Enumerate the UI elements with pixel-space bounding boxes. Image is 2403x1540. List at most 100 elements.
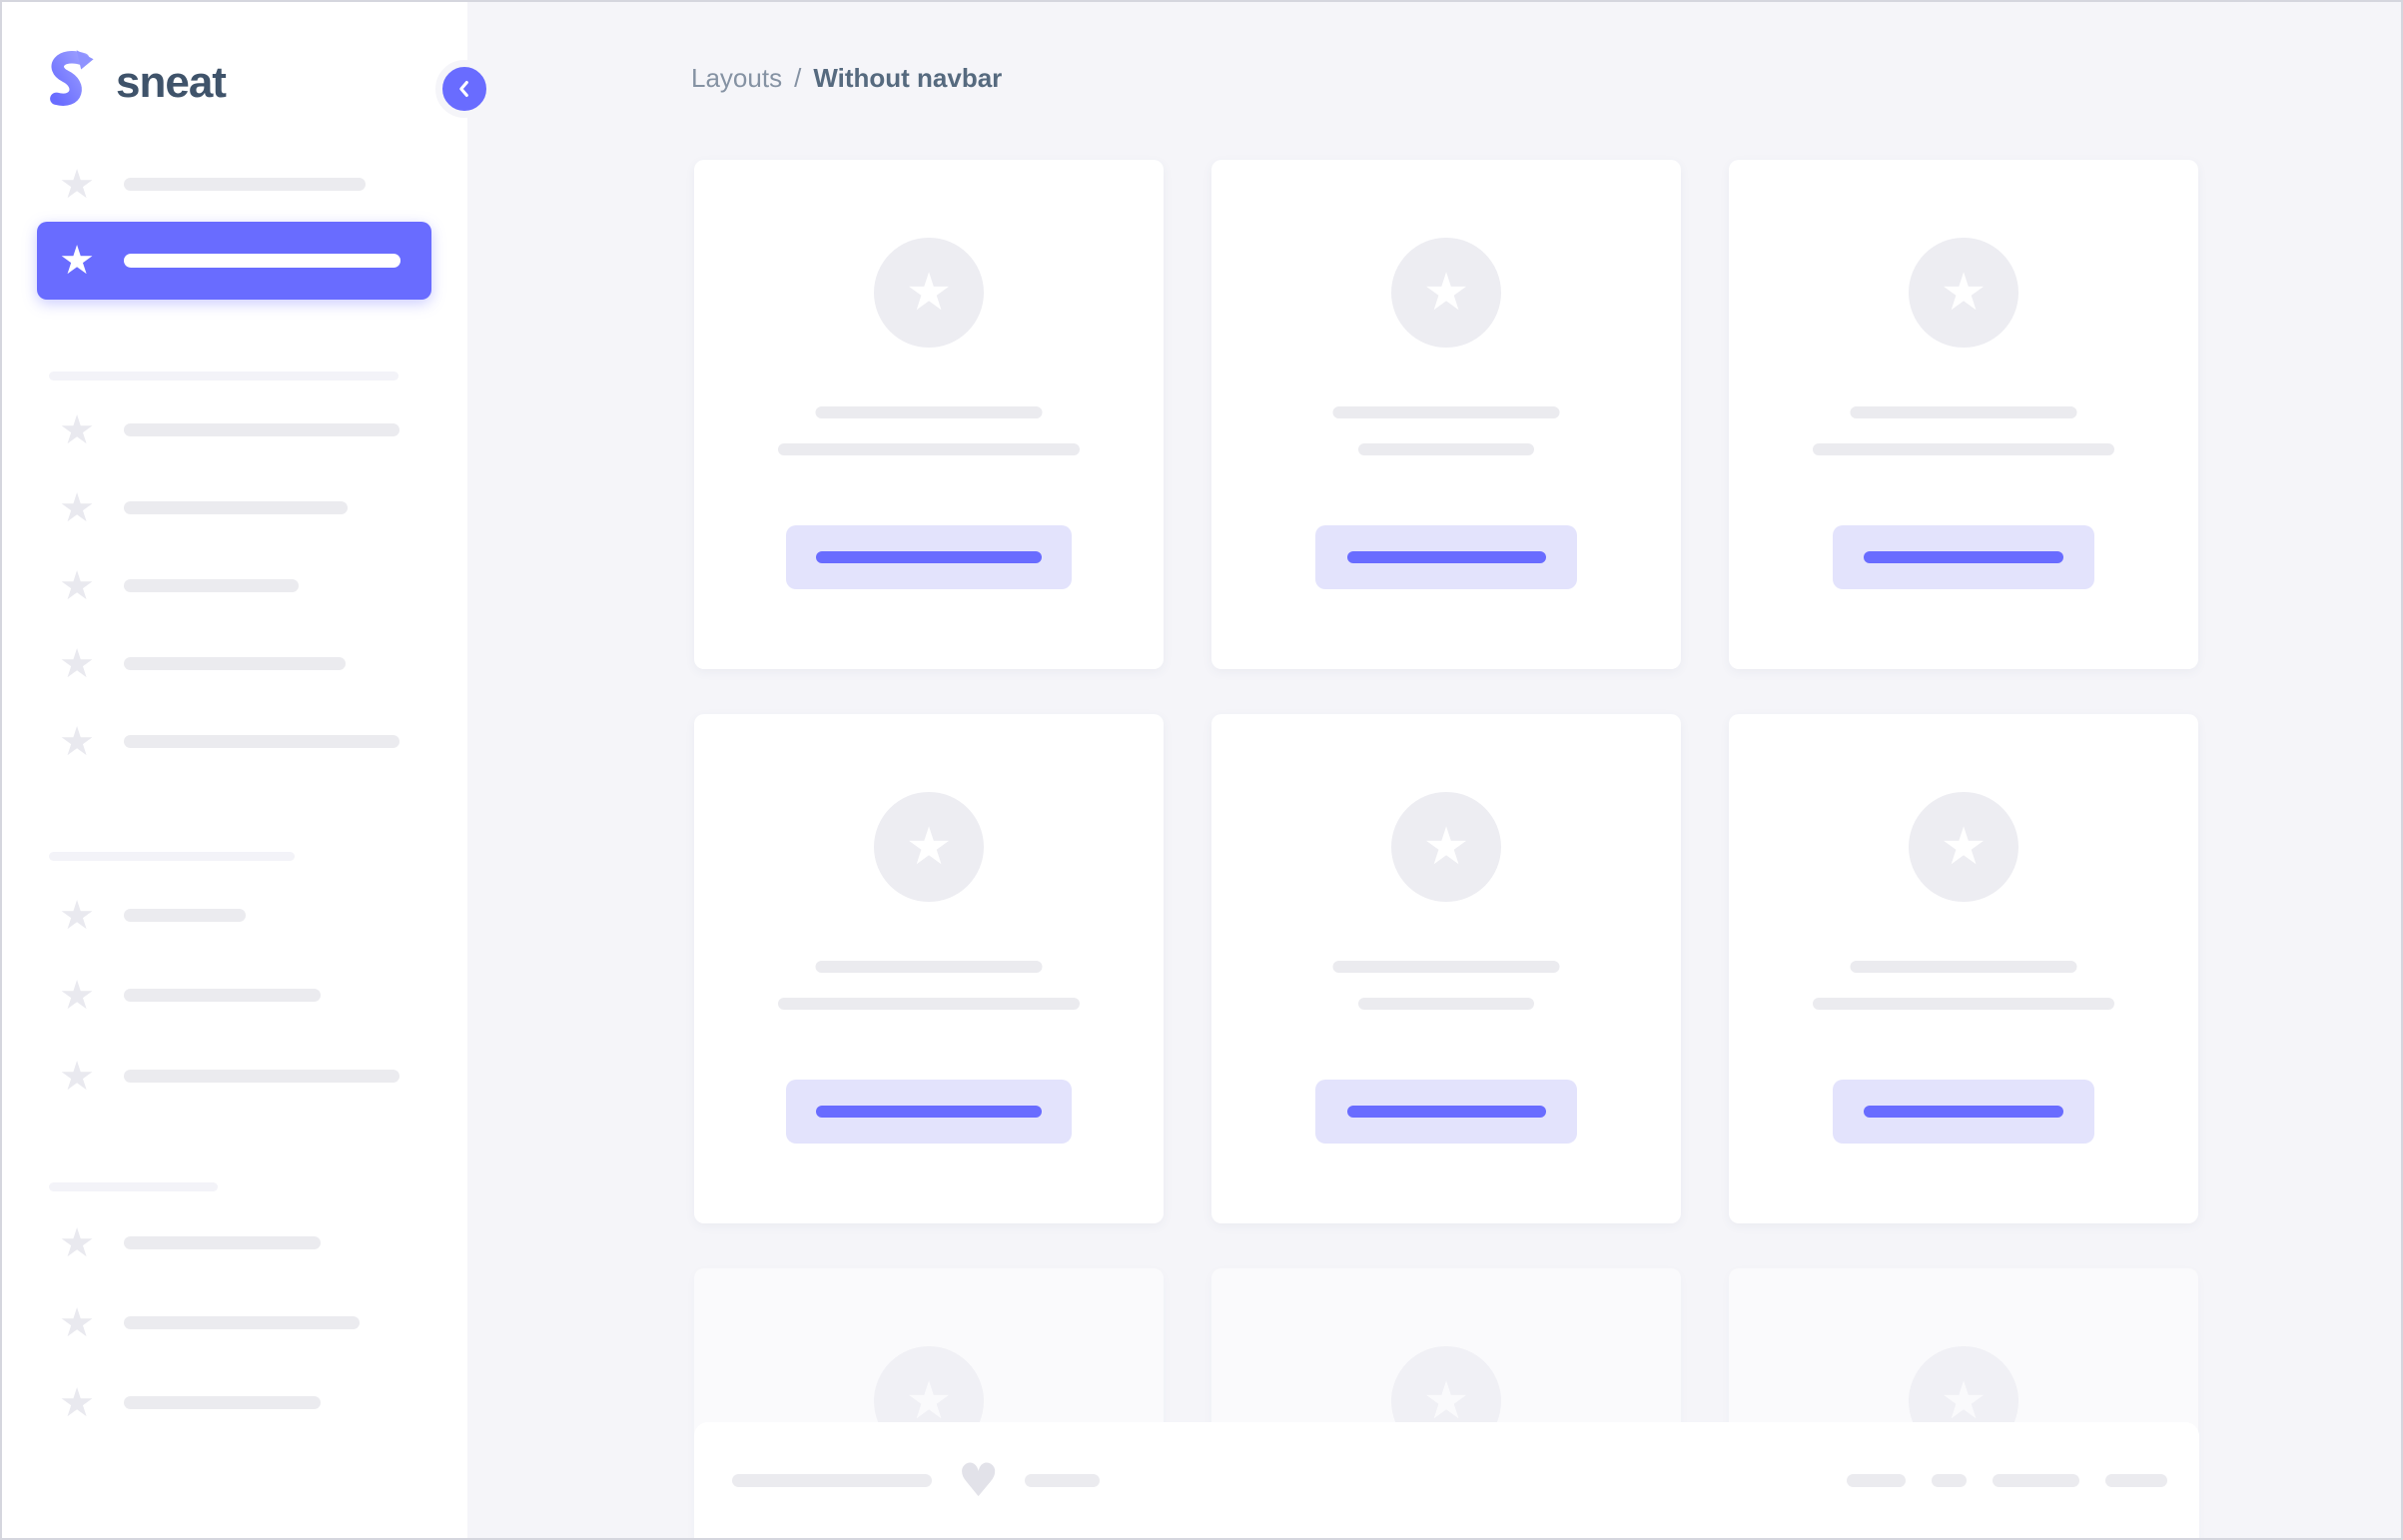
star-icon: ★ xyxy=(905,817,953,877)
star-icon: ★ xyxy=(905,1371,953,1431)
footer: ♥ xyxy=(694,1422,2199,1538)
star-icon: ★ xyxy=(1422,817,1470,877)
star-icon: ★ xyxy=(59,406,95,453)
star-icon: ★ xyxy=(1940,1371,1988,1431)
placeholder-card: ★ xyxy=(1729,160,2198,669)
sidebar-menu-item[interactable]: ★ xyxy=(2,1379,467,1426)
skeleton-label-bar xyxy=(124,909,246,922)
breadcrumb-separator: / xyxy=(794,63,802,93)
sneat-logo-icon xyxy=(50,50,94,106)
star-icon: ★ xyxy=(59,718,95,765)
skeleton-label-bar xyxy=(124,579,299,592)
main-content: Layouts / Without navbar ★ ★ ★ ★ ★ ★ ★ ★ ★ ♥ xyxy=(467,2,2401,1538)
sidebar-collapse-button[interactable] xyxy=(435,60,493,118)
avatar-circle: ★ xyxy=(874,238,984,348)
placeholder-button[interactable] xyxy=(1833,525,2094,589)
star-icon: ★ xyxy=(1422,1371,1470,1431)
skeleton-button-label xyxy=(1346,1106,1546,1118)
menu-section-divider xyxy=(49,1182,218,1191)
star-icon: ★ xyxy=(1940,817,1988,877)
sidebar-menu-item[interactable]: ★ xyxy=(2,718,467,765)
star-icon: ★ xyxy=(905,263,953,323)
star-icon: ★ xyxy=(59,1219,95,1266)
skeleton-label-bar xyxy=(124,178,366,191)
footer-right-group xyxy=(1847,1473,2167,1487)
avatar-circle: ★ xyxy=(1909,792,2018,902)
sidebar-menu-item[interactable]: ★ xyxy=(2,562,467,609)
sidebar-menu-item[interactable]: ★ xyxy=(2,644,467,684)
sidebar-menu-item[interactable]: ★ xyxy=(2,1219,467,1266)
sidebar: sneat ★ ★ ★ ★ ★ ★ ★ ★ ★ ★ ★ ★ ★ xyxy=(2,2,493,1538)
sidebar-menu-item-active[interactable]: ★ xyxy=(37,222,431,300)
placeholder-button[interactable] xyxy=(1315,525,1577,589)
avatar-circle: ★ xyxy=(874,792,984,902)
skeleton-label-bar xyxy=(124,423,400,436)
skeleton-button-label xyxy=(1864,551,2063,563)
skeleton-text-line-1 xyxy=(815,961,1043,973)
skeleton-button-label xyxy=(1864,1106,2063,1118)
skeleton-label-bar xyxy=(124,1316,360,1329)
skeleton-text-line-2 xyxy=(1813,998,2114,1010)
star-icon: ★ xyxy=(59,1379,95,1426)
star-icon: ★ xyxy=(59,161,95,208)
skeleton-text-line-1 xyxy=(1850,961,2077,973)
placeholder-card: ★ xyxy=(694,714,1164,1223)
star-icon: ★ xyxy=(59,972,95,1019)
skeleton-label-bar xyxy=(124,1396,321,1409)
skeleton-button-label xyxy=(816,551,1042,563)
skeleton-text-line-1 xyxy=(1332,961,1560,973)
sidebar-menu: ★ ★ ★ ★ ★ ★ ★ ★ ★ ★ ★ ★ ★ xyxy=(2,2,467,1538)
star-icon: ★ xyxy=(59,1053,95,1100)
sidebar-menu-item[interactable]: ★ xyxy=(2,161,467,208)
menu-section-divider xyxy=(49,372,399,381)
placeholder-card: ★ xyxy=(1729,714,2198,1223)
skeleton-text-line-1 xyxy=(1850,406,2077,418)
skeleton-label-bar xyxy=(124,657,346,670)
placeholder-button[interactable] xyxy=(786,1080,1072,1144)
placeholder-button[interactable] xyxy=(1315,1080,1577,1144)
skeleton-footer-bar xyxy=(1932,1473,1967,1487)
skeleton-text-line-1 xyxy=(1332,406,1560,418)
star-icon: ★ xyxy=(59,238,95,284)
breadcrumb-link-layouts[interactable]: Layouts xyxy=(691,63,783,93)
placeholder-button[interactable] xyxy=(1833,1080,2094,1144)
placeholder-card: ★ xyxy=(694,160,1164,669)
sidebar-menu-item[interactable]: ★ xyxy=(2,406,467,453)
star-icon: ★ xyxy=(59,1299,95,1346)
chevron-left-icon xyxy=(459,81,468,97)
menu-section-divider xyxy=(49,852,295,861)
sidebar-menu-item[interactable]: ★ xyxy=(2,972,467,1019)
skeleton-text-line-2 xyxy=(778,998,1080,1010)
sidebar-menu-item[interactable]: ★ xyxy=(2,1053,467,1100)
cards-grid: ★ ★ ★ ★ ★ ★ ★ ★ ★ xyxy=(694,160,2198,1538)
skeleton-label-bar xyxy=(124,254,400,268)
skeleton-text-line-2 xyxy=(1358,998,1534,1010)
skeleton-label-bar xyxy=(124,1070,400,1083)
sidebar-menu-item[interactable]: ★ xyxy=(2,1299,467,1346)
skeleton-text-line-1 xyxy=(815,406,1043,418)
brand-name: sneat xyxy=(116,58,227,107)
skeleton-text-line-2 xyxy=(1813,443,2114,455)
breadcrumb: Layouts / Without navbar xyxy=(691,62,1002,94)
star-icon: ★ xyxy=(1422,263,1470,323)
placeholder-card: ★ xyxy=(1211,714,1681,1223)
skeleton-footer-bar xyxy=(732,1473,932,1487)
skeleton-text-line-2 xyxy=(778,443,1080,455)
avatar-circle: ★ xyxy=(1391,238,1501,348)
placeholder-button[interactable] xyxy=(786,525,1072,589)
sidebar-menu-item[interactable]: ★ xyxy=(2,484,467,531)
skeleton-footer-bar xyxy=(2105,1473,2167,1487)
heart-icon: ♥ xyxy=(958,1453,1000,1507)
footer-left-group: ♥ xyxy=(732,1453,1101,1507)
skeleton-footer-bar xyxy=(1847,1473,1906,1487)
star-icon: ★ xyxy=(59,892,95,939)
placeholder-card: ★ xyxy=(1211,160,1681,669)
star-icon: ★ xyxy=(59,484,95,531)
star-icon: ★ xyxy=(59,562,95,609)
sidebar-menu-item[interactable]: ★ xyxy=(2,892,467,939)
skeleton-button-label xyxy=(816,1106,1042,1118)
skeleton-button-label xyxy=(1346,551,1546,563)
skeleton-label-bar xyxy=(124,989,321,1002)
avatar-circle: ★ xyxy=(1909,238,2018,348)
